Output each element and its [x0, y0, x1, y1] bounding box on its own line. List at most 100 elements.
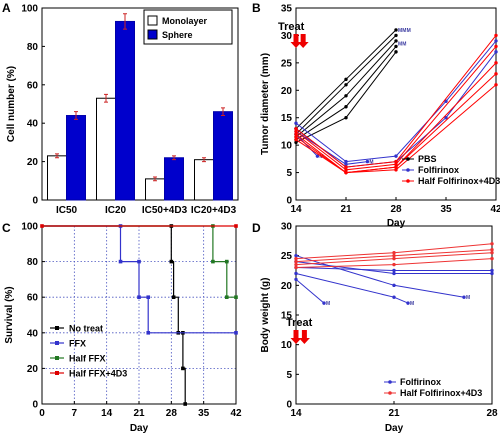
- panel-b-point: [394, 165, 398, 169]
- panel-b-legend-label: Folfirinox: [418, 165, 459, 175]
- panel-c-legend-label: No treat: [69, 324, 103, 334]
- panel-b-point: [394, 159, 398, 164]
- panel-b-point: [344, 165, 348, 169]
- panel-b-x-tick-label: 21: [340, 204, 352, 215]
- panel-b-y-tick-label: 25: [281, 58, 293, 69]
- panel-d-point: [392, 268, 396, 273]
- panel-b-point: [344, 105, 348, 109]
- panel-a-category-label: IC50: [56, 205, 78, 216]
- panel-d-point: [392, 283, 396, 288]
- panel-d-legend-marker: [388, 380, 392, 384]
- panel-d-point: [490, 242, 494, 246]
- panel-a-y-tick-label: 80: [27, 42, 39, 53]
- panel-b-point: [494, 33, 498, 38]
- panel-d-x-axis-label: Day: [385, 423, 404, 434]
- panel-d-legend-label: Folfirinox: [400, 377, 441, 387]
- panel-a-label: A: [2, 1, 11, 15]
- panel-a-y-tick-label: 40: [27, 119, 39, 130]
- error-bar: [153, 176, 157, 182]
- panel-d-y-tick-label: 10: [281, 340, 293, 351]
- panel-c-x-tick-label: 0: [39, 408, 45, 419]
- panel-a-legend-swatch: [147, 15, 158, 26]
- panel-b-y-tick-label: 0: [286, 196, 292, 207]
- panel-d-legend-marker: [388, 391, 392, 395]
- panel-b-point: [294, 129, 298, 134]
- panel-a-legend-label: Monolayer: [162, 16, 208, 26]
- panel-c-legend-marker: [55, 371, 59, 375]
- panel-d-point: [294, 256, 298, 261]
- panel-d-y-tick-label: 30: [281, 222, 293, 233]
- panel-d-y-tick-label: 0: [286, 400, 292, 411]
- panel-d-point: [490, 268, 494, 273]
- panel-d-point: [490, 251, 494, 255]
- panel-b-y-tick-label: 20: [281, 86, 293, 97]
- panel-c-marker: [181, 366, 185, 371]
- panel-d-y-tick-label: 20: [281, 281, 293, 292]
- bar-monolayer-ic50: [47, 155, 67, 201]
- error-bar: [123, 13, 127, 30]
- panel-b-point: [444, 116, 448, 120]
- panel-c-x-tick-label: 14: [101, 408, 113, 419]
- panel-a-plot-frame: [41, 7, 239, 201]
- panel-b-y-axis-label: Tumor diameter (mm): [260, 53, 271, 155]
- panel-d-legend-label: Half Folfirinox+4D3: [400, 388, 482, 398]
- panel-b-point: [394, 33, 398, 38]
- panel-b-point: [494, 50, 498, 54]
- panel-b-label: B: [252, 1, 261, 15]
- panel-b-point: [294, 140, 298, 145]
- panel-d-point: [490, 248, 494, 252]
- panel-b-x-tick-label: 28: [390, 204, 402, 215]
- panel-d-x-tick-label: 21: [388, 408, 400, 419]
- panel-d-point: [294, 259, 298, 264]
- panel-c-marker: [146, 331, 151, 335]
- panel-b-point: [294, 137, 298, 142]
- panel-b-line-half-folfirinox-4d3: [295, 46, 497, 171]
- panel-b-annotation: M: [402, 42, 406, 48]
- bar-monolayer-ic50-4d3: [145, 178, 165, 201]
- panel-c-marker: [234, 224, 238, 228]
- panel-b-treat-label: Treat: [278, 21, 305, 33]
- bar-monolayer-ic20: [96, 97, 116, 201]
- panel-d-annotation: M: [326, 301, 330, 307]
- panel-b-point: [394, 44, 398, 49]
- panel-b-point: [294, 132, 298, 136]
- panel-d-annotation: M: [410, 301, 414, 307]
- panel-a-category-label: IC20: [105, 205, 127, 216]
- panel-b-annotation: M: [407, 28, 411, 34]
- panel-d-point: [392, 256, 396, 261]
- panel-c-marker: [169, 259, 174, 264]
- panel-b-point: [344, 116, 348, 120]
- panel-d-treatment-arrow: [290, 330, 302, 344]
- panel-c-label: C: [2, 221, 11, 235]
- panel-c-marker: [40, 224, 44, 228]
- panel-d-point: [392, 295, 396, 299]
- panel-d-y-tick-label: 5: [286, 370, 292, 381]
- panel-c-y-tick-label: 60: [27, 293, 39, 304]
- panel-c-marker: [137, 295, 141, 299]
- panel-b-line-half-folfirinox-4d3: [295, 35, 497, 168]
- bar-sphere-ic20: [115, 20, 135, 201]
- panel-a-y-axis-label: Cell number (%): [6, 66, 17, 142]
- panel-d-y-tick-label: 25: [281, 251, 293, 262]
- panel-b: B 0 5 10 15 20 25 30 35 Tumor diameter (mm) 14 21 2…: [252, 1, 500, 229]
- panel-d-point: [392, 251, 396, 255]
- panel-d-x-tick-label: 14: [290, 408, 302, 419]
- panel-d-x-tick-label: 28: [486, 408, 498, 419]
- panel-d-point: [392, 271, 396, 276]
- panel-b-y-tick-label: 10: [281, 141, 293, 152]
- panel-b-legend-marker: [406, 157, 410, 161]
- panel-b-line-pbs: [295, 46, 397, 141]
- panel-c-x-tick-label: 35: [198, 408, 210, 419]
- panel-d-treat-label: Treat: [286, 317, 313, 329]
- panel-b-point: [394, 50, 398, 54]
- panel-b-point: [394, 39, 398, 43]
- panel-b-y-tick-label: 5: [286, 168, 292, 179]
- panel-c-y-tick-label: 100: [21, 222, 38, 233]
- panel-b-annotation: M: [398, 42, 402, 48]
- panel-c-legend-marker: [55, 356, 59, 360]
- panel-b-point: [494, 72, 498, 76]
- panel-b-point: [494, 61, 498, 65]
- panel-b-x-tick-label: 35: [440, 204, 452, 215]
- panel-c: C 0 20 40 60 80 100 Survival (%) 0 7 14 21 28 35 42 Da…: [2, 221, 242, 434]
